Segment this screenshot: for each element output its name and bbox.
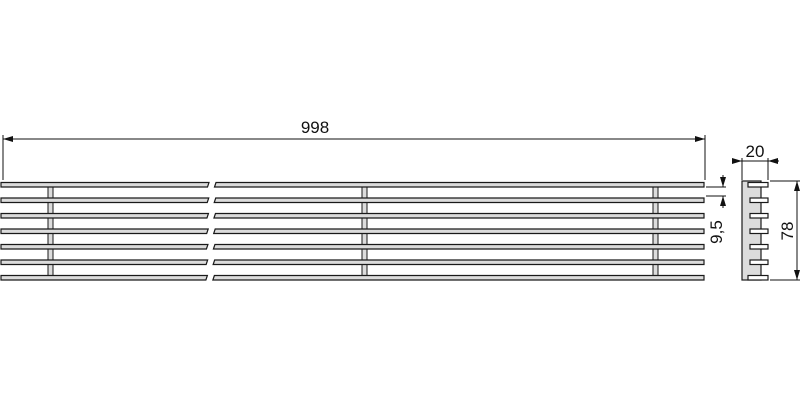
bar-left [0,274,209,281]
bar-left [0,197,210,204]
side-bar-profile [747,274,769,281]
bar-left [0,212,210,219]
bar-right [212,243,705,250]
dimension-height [770,180,800,281]
side-bar-profile [749,259,769,266]
side-bar-profile [749,212,769,219]
pitch-label: 9,5 [707,220,726,244]
bar-right [212,274,705,281]
bar-right [213,212,705,219]
width-label: 20 [746,142,765,161]
bar-left [0,181,210,188]
side-bar-profile [749,243,769,250]
front-view [0,181,705,281]
side-bar-profile [749,197,769,204]
side-bar-profile [749,228,769,235]
bar-right [213,181,705,188]
dimension-width [732,158,779,180]
length-label: 998 [301,118,329,137]
side-view [741,180,769,281]
bar-right [212,228,705,235]
bar-left [0,243,209,250]
bar-left [0,259,209,266]
bar-right [213,197,705,204]
side-bar-profile [747,181,769,188]
bar-right [212,259,705,266]
bar-left [0,228,210,235]
dimension-pitch [706,175,726,208]
height-label: 78 [778,222,797,241]
dimension-length [2,135,706,180]
